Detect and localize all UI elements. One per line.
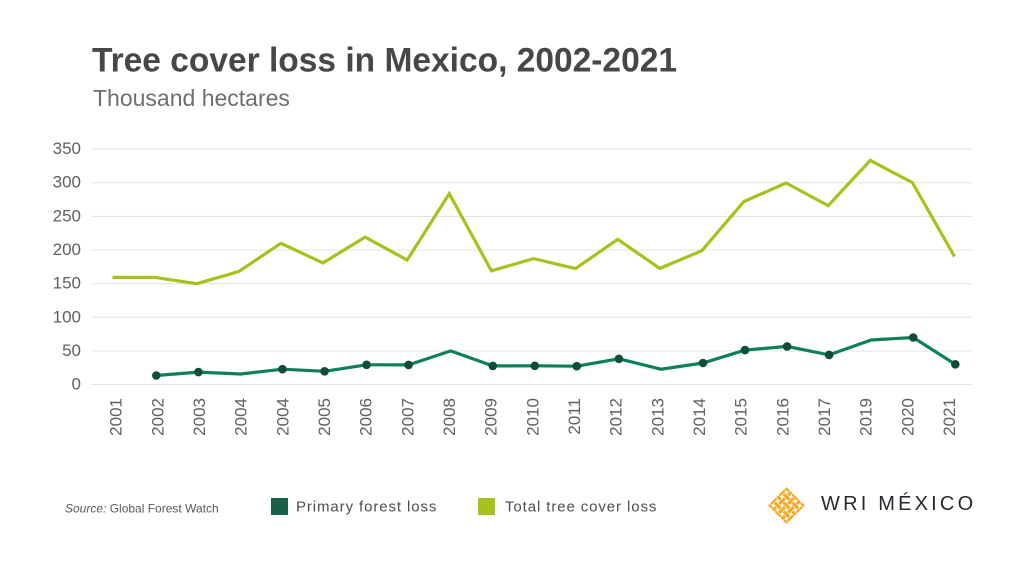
svg-text:2013: 2013: [648, 398, 667, 436]
svg-text:Total tree cover loss: Total tree cover loss: [505, 499, 657, 516]
svg-text:2009: 2009: [482, 398, 501, 436]
svg-text:150: 150: [53, 274, 81, 293]
svg-text:300: 300: [53, 173, 81, 192]
svg-text:2006: 2006: [357, 398, 376, 436]
svg-text:2001: 2001: [107, 398, 126, 436]
svg-text:200: 200: [53, 240, 81, 259]
svg-text:Source: Global Forest Watch: Source: Global Forest Watch: [65, 502, 219, 516]
svg-text:2005: 2005: [315, 398, 334, 436]
svg-text:2003: 2003: [190, 398, 209, 436]
svg-text:100: 100: [53, 307, 81, 326]
svg-text:2020: 2020: [898, 398, 917, 436]
svg-text:Tree cover loss in Mexico, 200: Tree cover loss in Mexico, 2002-2021: [92, 42, 677, 80]
svg-text:2012: 2012: [607, 398, 626, 436]
svg-text:2015: 2015: [732, 398, 751, 436]
svg-text:2021: 2021: [940, 398, 959, 436]
svg-text:2019: 2019: [857, 398, 876, 436]
svg-text:WRI MÉXICO: WRI MÉXICO: [821, 492, 976, 515]
svg-text:2004: 2004: [273, 398, 292, 436]
svg-text:2007: 2007: [398, 398, 417, 436]
svg-text:2002: 2002: [148, 398, 167, 436]
svg-text:2014: 2014: [690, 398, 709, 436]
svg-text:0: 0: [72, 375, 81, 394]
svg-text:2016: 2016: [773, 398, 792, 436]
svg-text:2011: 2011: [565, 398, 584, 435]
svg-text:2004: 2004: [232, 398, 251, 436]
svg-text:250: 250: [53, 206, 81, 225]
svg-text:2010: 2010: [523, 398, 542, 436]
svg-text:2008: 2008: [440, 398, 459, 436]
svg-text:2017: 2017: [815, 398, 834, 436]
svg-text:Primary forest loss: Primary forest loss: [296, 499, 437, 516]
svg-text:350: 350: [53, 139, 81, 158]
svg-text:Thousand hectares: Thousand hectares: [93, 85, 290, 111]
svg-text:50: 50: [62, 341, 81, 360]
